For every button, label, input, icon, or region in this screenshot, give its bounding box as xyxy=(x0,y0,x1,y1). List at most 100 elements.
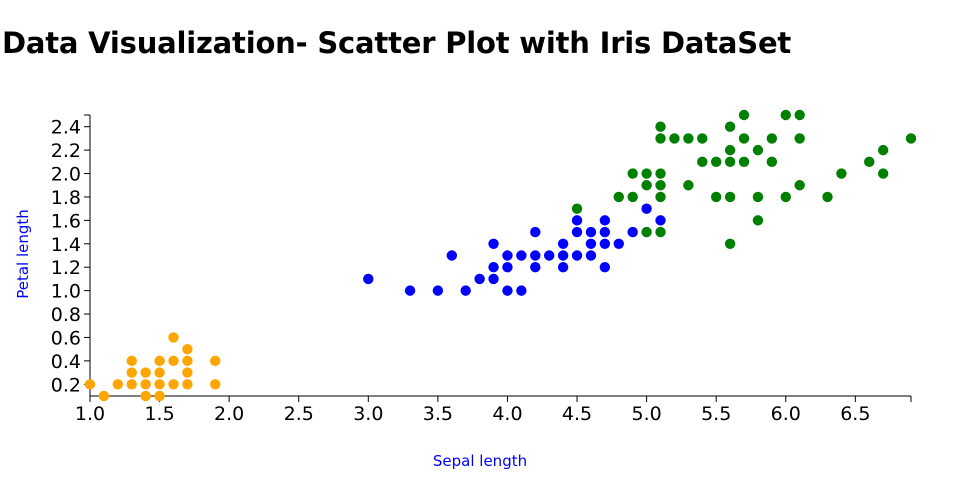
data-point xyxy=(627,168,638,179)
data-point xyxy=(655,168,666,179)
data-point xyxy=(655,215,666,226)
data-point xyxy=(168,332,179,343)
data-point xyxy=(752,191,764,203)
data-point xyxy=(794,133,805,144)
data-point xyxy=(571,226,583,238)
data-point xyxy=(502,285,513,296)
data-point xyxy=(752,215,764,226)
data-point xyxy=(864,156,875,168)
data-point xyxy=(710,156,722,168)
data-point xyxy=(126,355,137,367)
data-point xyxy=(530,250,541,261)
data-point xyxy=(724,144,736,156)
data-point xyxy=(697,156,708,168)
data-point xyxy=(571,215,583,226)
data-point xyxy=(822,191,833,203)
data-point xyxy=(585,226,597,238)
x-tick-label: 6.5 xyxy=(840,403,870,425)
data-point xyxy=(154,379,165,390)
data-point xyxy=(404,285,416,296)
data-point xyxy=(530,262,541,273)
data-point xyxy=(140,379,151,390)
x-tick-label: 5.5 xyxy=(701,403,731,425)
data-point xyxy=(571,203,583,214)
data-point xyxy=(641,226,652,238)
y-tick-label: 1.0 xyxy=(51,281,81,303)
data-point xyxy=(738,109,750,121)
data-point xyxy=(613,191,624,203)
data-point xyxy=(585,250,597,261)
data-point xyxy=(154,367,165,378)
data-point xyxy=(724,156,736,168)
x-tick-label: 6.0 xyxy=(771,403,801,425)
data-point xyxy=(683,180,694,191)
data-point xyxy=(669,133,680,144)
data-point xyxy=(154,390,165,402)
data-point xyxy=(655,191,666,203)
y-tick-label: 2.0 xyxy=(51,164,81,186)
y-axis: 0.20.40.60.81.01.21.41.61.82.02.22.4 xyxy=(51,114,91,396)
data-point xyxy=(126,379,137,390)
y-tick-label: 0.8 xyxy=(51,304,81,326)
data-point xyxy=(585,238,597,249)
x-tick-label: 1.5 xyxy=(144,403,174,425)
data-point xyxy=(557,238,569,249)
data-point xyxy=(140,367,151,378)
y-tick-label: 1.8 xyxy=(51,187,81,209)
data-point xyxy=(432,285,444,296)
data-point xyxy=(599,238,611,249)
data-point xyxy=(557,262,569,273)
data-point xyxy=(655,180,666,191)
data-point xyxy=(655,226,666,238)
data-point xyxy=(98,390,110,402)
data-point xyxy=(752,144,764,156)
x-tick-label: 4.5 xyxy=(562,403,592,425)
data-point xyxy=(836,168,847,179)
data-point xyxy=(766,133,778,144)
data-point xyxy=(627,226,638,238)
data-point xyxy=(683,133,694,144)
data-point xyxy=(446,250,457,261)
y-axis-title: Petal length xyxy=(14,209,32,299)
data-point xyxy=(724,191,736,203)
x-tick-label: 3.5 xyxy=(423,403,453,425)
data-point xyxy=(210,379,221,390)
data-point xyxy=(502,262,513,273)
data-point xyxy=(794,180,805,191)
data-point xyxy=(168,379,179,390)
data-point xyxy=(154,355,165,367)
data-point xyxy=(724,121,736,132)
page-title: Data Visualization- Scatter Plot with Ir… xyxy=(2,26,792,60)
data-point xyxy=(140,390,151,402)
data-point xyxy=(182,367,193,378)
data-point xyxy=(641,203,652,214)
y-tick-label: 1.6 xyxy=(51,210,81,232)
data-point xyxy=(613,238,624,249)
data-point xyxy=(530,226,541,238)
data-point xyxy=(710,191,722,203)
data-point xyxy=(641,180,652,191)
series-2 xyxy=(571,109,917,249)
series-1 xyxy=(363,203,666,296)
x-tick-label: 5.0 xyxy=(632,403,662,425)
data-point xyxy=(516,285,527,296)
data-point xyxy=(126,367,137,378)
data-point xyxy=(627,191,638,203)
data-point xyxy=(544,250,555,261)
y-tick-label: 0.6 xyxy=(51,327,81,349)
y-tick-label: 2.4 xyxy=(51,117,81,139)
points-layer xyxy=(84,109,917,402)
data-point xyxy=(474,273,485,285)
y-tick-label: 1.4 xyxy=(51,234,81,256)
data-point xyxy=(84,379,96,390)
data-point xyxy=(724,238,736,249)
data-point xyxy=(502,250,513,261)
data-point xyxy=(182,355,193,367)
data-point xyxy=(766,156,778,168)
data-point xyxy=(182,379,193,390)
data-point xyxy=(780,109,791,121)
x-tick-label: 2.0 xyxy=(214,403,244,425)
data-point xyxy=(488,273,499,285)
x-tick-label: 4.0 xyxy=(492,403,522,425)
